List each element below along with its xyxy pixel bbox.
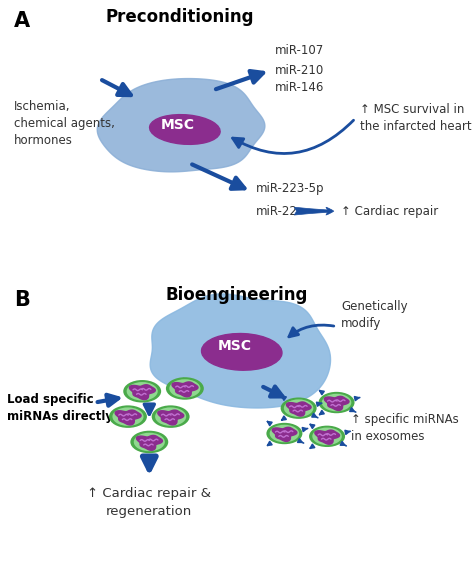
Circle shape [169, 379, 201, 397]
Polygon shape [315, 430, 339, 444]
Circle shape [270, 425, 299, 443]
Text: Load specific
miRNAs directly: Load specific miRNAs directly [7, 393, 113, 423]
Circle shape [284, 399, 313, 417]
Text: Bioengineering: Bioengineering [166, 285, 308, 303]
Circle shape [127, 382, 158, 400]
Text: A: A [14, 11, 30, 32]
Ellipse shape [201, 333, 282, 370]
Polygon shape [272, 427, 297, 441]
Circle shape [166, 377, 204, 400]
Polygon shape [97, 79, 265, 172]
Circle shape [123, 380, 161, 403]
Polygon shape [324, 396, 349, 410]
Polygon shape [137, 435, 163, 450]
Circle shape [322, 394, 351, 412]
Circle shape [155, 408, 186, 426]
Polygon shape [172, 382, 198, 397]
Text: miR-223-5p: miR-223-5p [256, 182, 325, 195]
Text: ↑ MSC survival in
the infarcted heart: ↑ MSC survival in the infarcted heart [360, 103, 472, 133]
Circle shape [130, 431, 168, 453]
Text: MSC: MSC [161, 118, 195, 132]
Circle shape [312, 427, 342, 445]
Text: miR-22: miR-22 [256, 204, 298, 218]
Polygon shape [158, 410, 184, 425]
Circle shape [309, 426, 345, 447]
Text: Preconditioning: Preconditioning [106, 8, 255, 26]
Circle shape [281, 397, 317, 419]
Circle shape [112, 408, 144, 426]
Circle shape [266, 423, 302, 444]
Ellipse shape [150, 115, 220, 144]
Circle shape [152, 405, 190, 428]
Polygon shape [129, 385, 155, 400]
Text: MSC: MSC [218, 339, 252, 353]
Polygon shape [115, 410, 141, 425]
Circle shape [109, 405, 147, 428]
Text: B: B [14, 290, 30, 310]
Text: Genetically
modify: Genetically modify [341, 300, 408, 330]
Text: miR-210: miR-210 [275, 64, 324, 77]
Circle shape [134, 433, 165, 451]
Text: ↑ specific miRNAs
in exosomes: ↑ specific miRNAs in exosomes [351, 413, 458, 443]
Text: ↑ Cardiac repair &
regeneration: ↑ Cardiac repair & regeneration [87, 487, 211, 518]
Text: ↑ Cardiac repair: ↑ Cardiac repair [341, 204, 438, 218]
Circle shape [319, 392, 355, 413]
Text: miR-107: miR-107 [275, 44, 324, 57]
Text: miR-146: miR-146 [275, 81, 324, 94]
Polygon shape [150, 294, 330, 408]
Text: Ischemia,
chemical agents,
hormones: Ischemia, chemical agents, hormones [14, 100, 115, 148]
Polygon shape [286, 402, 311, 416]
